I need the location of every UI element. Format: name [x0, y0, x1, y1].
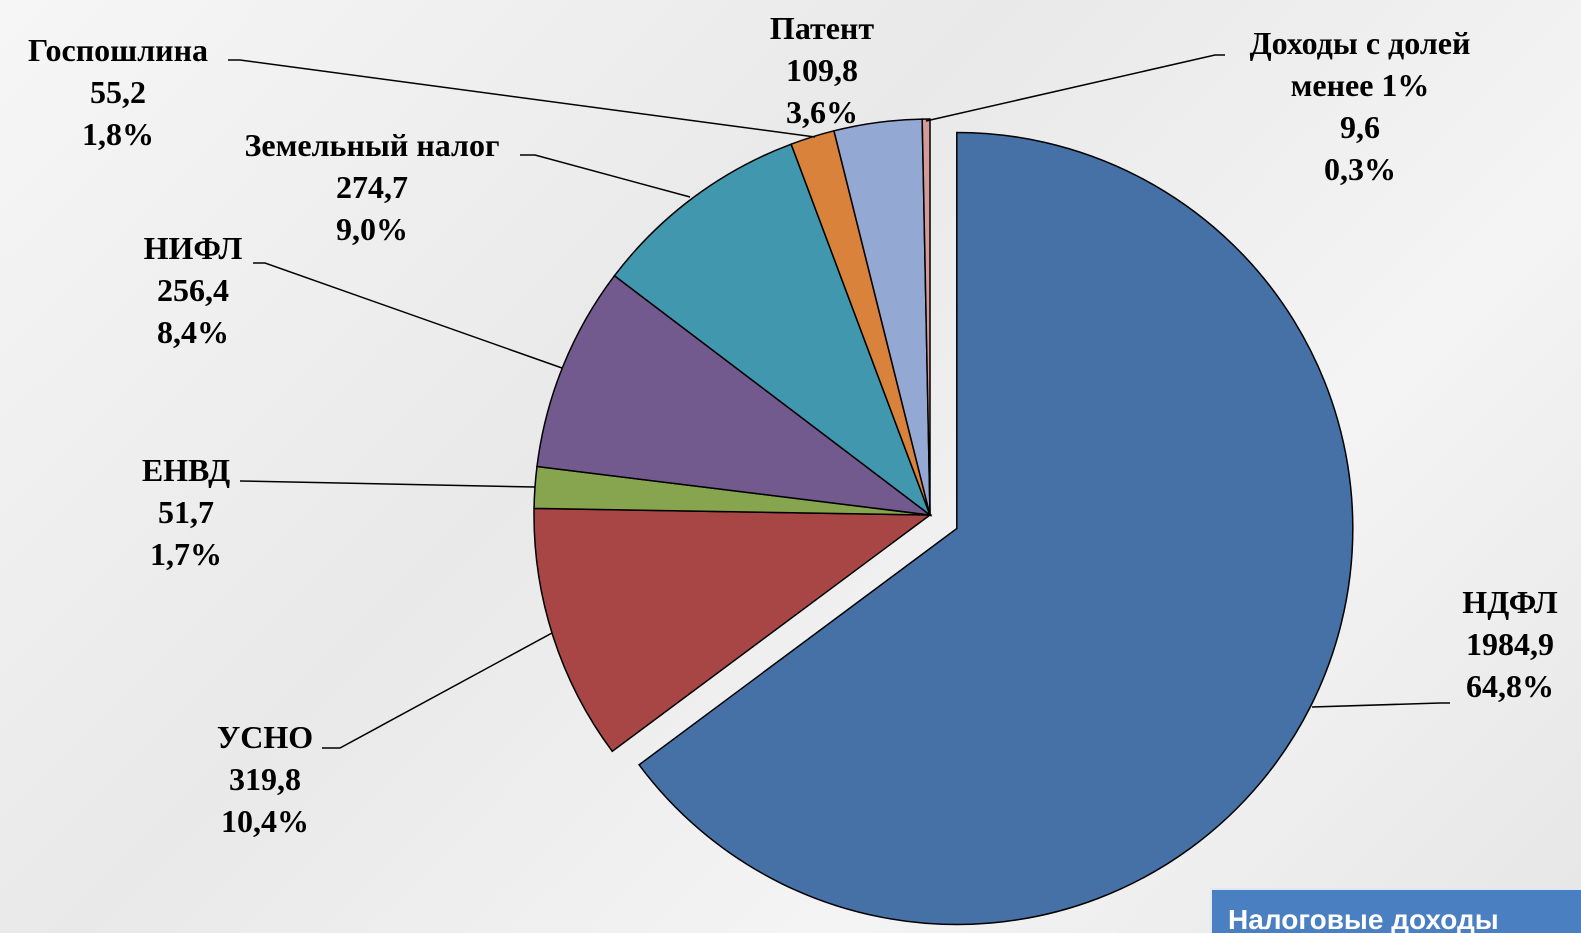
- value-label: 9,6: [1340, 109, 1380, 145]
- category-label: НИФЛ: [143, 230, 243, 266]
- value-label: 51,7: [158, 494, 214, 530]
- category-label: Патент: [769, 10, 875, 46]
- leader-line: [322, 632, 553, 749]
- category-label: ЕНВД: [141, 452, 231, 488]
- caption: Налоговые доходы: [1228, 904, 1499, 933]
- value-label: 274,7: [336, 169, 408, 205]
- percent-label: 1,7%: [150, 536, 222, 572]
- category-label: Земельный налог: [244, 127, 500, 163]
- pie-slice: [638, 131, 1354, 926]
- leader-line: [228, 59, 816, 138]
- value-label: 109,8: [785, 52, 858, 88]
- slice-label: НИФЛ 256,4 8,4%: [144, 227, 243, 353]
- percent-label: 3,6%: [785, 94, 858, 130]
- percent-label: 10,4%: [221, 803, 309, 839]
- category-label: Госпошлина: [27, 32, 209, 68]
- leader-line: [253, 262, 563, 369]
- percent-label: 9,0%: [336, 211, 408, 247]
- percent-label: 64,8%: [1466, 668, 1554, 704]
- value-label: 256,4: [156, 272, 229, 308]
- slice-label: Госпошлина 55,2 1,8%: [28, 29, 208, 155]
- category-label: Доходы с долей менее 1%: [1249, 25, 1471, 103]
- caption-box: Налоговые доходы: [1210, 888, 1581, 933]
- value-label: 1984,9: [1466, 626, 1554, 662]
- pie-slice: [613, 143, 932, 518]
- slice-label: ЕНВД 51,7 1,7%: [142, 449, 230, 575]
- slice-label: Патент 109,8 3,6%: [770, 7, 874, 133]
- category-label: НДФЛ: [1462, 584, 1558, 620]
- slice-label: НДФЛ 1984,9 64,8%: [1462, 581, 1557, 707]
- slice-label: Доходы с долей менее 1% 9,6 0,3%: [1220, 22, 1500, 190]
- category-label: УСНО: [216, 719, 314, 755]
- percent-label: 0,3%: [1324, 151, 1396, 187]
- percent-label: 1,8%: [82, 116, 154, 152]
- pie-slice: [921, 118, 931, 516]
- percent-label: 8,4%: [156, 314, 229, 350]
- leader-line: [925, 54, 1225, 122]
- pie-slice: [536, 274, 933, 517]
- value-label: 55,2: [90, 74, 146, 110]
- leader-line: [1311, 702, 1450, 708]
- slice-label: УСНО 319,8 10,4%: [217, 716, 313, 842]
- pie-slice: [533, 507, 933, 753]
- slice-label: Земельный налог 274,7 9,0%: [244, 124, 499, 250]
- leader-line: [239, 480, 536, 488]
- leader-line: [520, 154, 691, 198]
- value-label: 319,8: [229, 761, 301, 797]
